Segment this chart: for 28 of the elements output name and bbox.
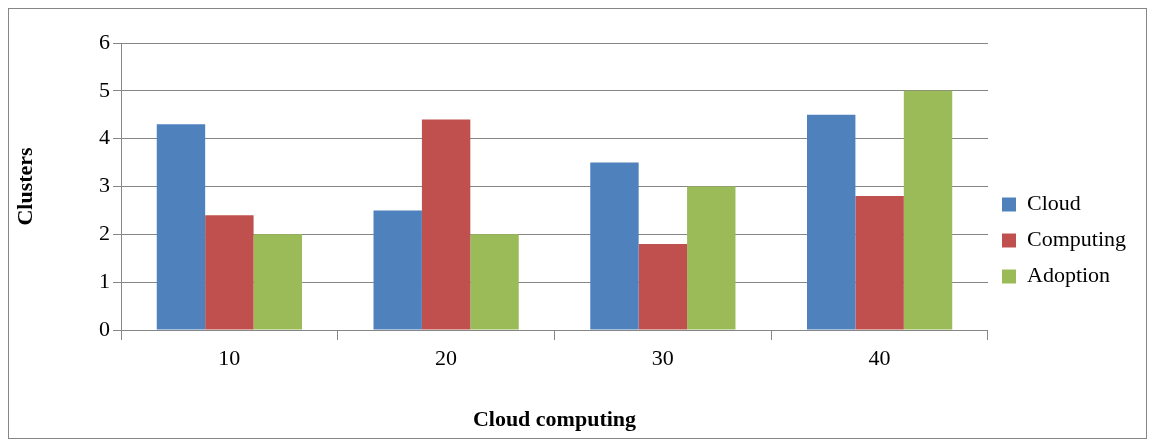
- x-axis-title: Cloud computing: [472, 406, 637, 432]
- bar: [807, 114, 856, 330]
- legend-label: Adoption: [1026, 262, 1111, 288]
- bar: [855, 196, 904, 330]
- bar: [638, 243, 688, 330]
- legend-label: Cloud: [1026, 190, 1081, 216]
- y-tick-label: 4: [99, 124, 110, 150]
- y-tick-label: 3: [99, 172, 110, 198]
- y-tick-label: 2: [99, 220, 110, 246]
- bar: [253, 234, 302, 330]
- bar: [421, 119, 471, 330]
- bar: [590, 162, 639, 330]
- legend-label: Computing: [1026, 226, 1126, 252]
- y-axis-title: Clusters: [11, 146, 37, 226]
- bar: [470, 234, 519, 330]
- x-tick-label: 40: [868, 344, 891, 370]
- x-tick-label: 20: [435, 344, 458, 370]
- bar: [903, 90, 953, 330]
- bar: [687, 186, 736, 330]
- bar: [205, 215, 254, 330]
- y-tick-label: 1: [99, 267, 110, 293]
- y-tick-label: 5: [99, 76, 110, 102]
- bar: [156, 124, 206, 330]
- bar: [373, 210, 422, 330]
- x-tick-label: 30: [651, 344, 674, 370]
- y-tick-label: 6: [99, 28, 110, 54]
- x-tick-label: 10: [218, 344, 241, 370]
- y-tick-label: 0: [99, 315, 110, 341]
